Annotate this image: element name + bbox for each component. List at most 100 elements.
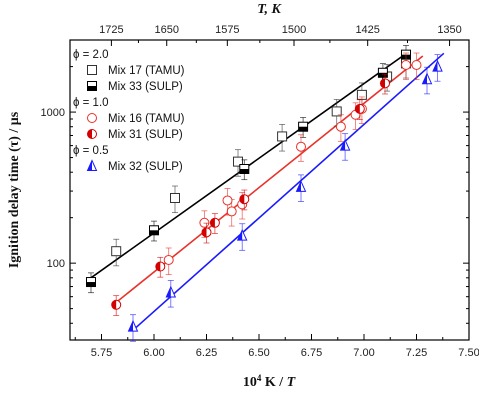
- marker-square-fill: [378, 72, 388, 78]
- data-point: [165, 280, 177, 308]
- marker-circle-fill: [87, 129, 92, 139]
- data-point: [339, 133, 351, 161]
- marker-circle-fill: [355, 104, 360, 114]
- series-mix-31-sulp: [111, 73, 390, 316]
- legend-entry: Mix 31 (SULP): [87, 129, 183, 141]
- plot-frame: [69, 39, 470, 341]
- marker-triangle-fill: [422, 73, 427, 84]
- data-point: [298, 117, 309, 138]
- marker-circle-fill: [239, 194, 245, 204]
- data-point: [411, 52, 422, 81]
- marker-circle-fill: [155, 262, 161, 272]
- data-point: [111, 295, 122, 316]
- data-point: [239, 159, 250, 181]
- data-point: [226, 199, 237, 227]
- data-point: [201, 222, 212, 244]
- data-point: [222, 188, 233, 216]
- data-point: [277, 124, 288, 152]
- data-point: [331, 99, 342, 127]
- marker-circle: [226, 206, 237, 217]
- marker-square-fill: [86, 282, 96, 287]
- marker-circle: [296, 141, 306, 152]
- data-point: [239, 189, 250, 211]
- axes-layer: 5.75 6.00 6.25 6.50 6.75 7.00 7.25 7.50 1725 1650…: [41, 24, 479, 359]
- marker-square: [331, 106, 342, 117]
- marker-circle-fill: [380, 78, 385, 88]
- data-point: [354, 99, 365, 120]
- y-tick-label: 1000: [41, 107, 65, 119]
- x-tick-label: 6.75: [301, 347, 322, 359]
- data-points-layer: [86, 45, 443, 342]
- top-tick-label: 1500: [282, 24, 306, 36]
- legend-entry: Mix 32 (SULP): [86, 159, 183, 173]
- data-point: [170, 185, 180, 214]
- y-axis-title: Ignition delay time (τ) / μs: [7, 111, 22, 268]
- marker-square: [277, 131, 288, 142]
- data-point: [377, 63, 388, 84]
- series-mix-16-tamu: [163, 52, 422, 275]
- data-point: [380, 73, 390, 95]
- data-point: [432, 54, 443, 82]
- legend-label: Mix 31 (SULP): [108, 129, 183, 141]
- marker-square: [87, 65, 97, 75]
- marker-triangle-fill: [166, 286, 171, 297]
- legend-group-header: ϕ = 1.0: [73, 97, 109, 109]
- marker-circle: [401, 59, 411, 70]
- x-tick-label: 7.25: [406, 347, 427, 359]
- data-point: [209, 213, 220, 234]
- data-point: [233, 149, 243, 177]
- data-point: [421, 66, 433, 95]
- top-tick-label: 1425: [355, 24, 379, 36]
- legend-group-header: ϕ = 2.0: [73, 49, 109, 61]
- top-tick-label: 1350: [437, 24, 461, 36]
- marker-circle: [411, 59, 422, 70]
- top-tick-label: 1575: [215, 24, 239, 36]
- data-point: [335, 114, 346, 142]
- data-point: [111, 238, 122, 267]
- data-point: [155, 256, 166, 278]
- series-mix-32-sulp: [127, 54, 443, 342]
- marker-square: [233, 156, 243, 167]
- marker-circle-fill: [202, 227, 207, 237]
- marker-circle: [87, 113, 97, 123]
- legend-label: Mix 32 (SULP): [108, 161, 183, 173]
- legend-label: Mix 33 (SULP): [108, 81, 183, 93]
- x-tick-label: 6.00: [143, 347, 164, 359]
- marker-square-fill: [149, 230, 159, 235]
- marker-circle-fill: [210, 218, 215, 228]
- marker-triangle-fill: [87, 160, 92, 171]
- data-point: [296, 134, 306, 162]
- marker-circle: [335, 121, 346, 132]
- marker-square-fill: [298, 126, 308, 132]
- marker-circle: [163, 254, 174, 265]
- fit-line: [90, 50, 411, 279]
- data-point: [86, 272, 96, 294]
- data-point: [295, 174, 307, 202]
- marker-triangle-fill: [128, 321, 133, 332]
- marker-square-fill: [239, 168, 249, 174]
- x-tick-label: 5.75: [91, 347, 112, 359]
- data-point: [163, 247, 174, 275]
- x-tick-label: 6.50: [248, 347, 269, 359]
- marker-circle: [222, 195, 233, 206]
- data-point: [127, 314, 139, 342]
- x-tick-label: 7.00: [353, 347, 374, 359]
- legend-entry: Mix 33 (SULP): [87, 81, 183, 93]
- marker-circle-fill: [111, 300, 117, 310]
- top-axis-title: T, K: [257, 2, 282, 17]
- legend-label: Mix 16 (TAMU): [108, 113, 185, 125]
- legend-entry: Mix 16 (TAMU): [87, 113, 185, 125]
- marker-square: [111, 246, 122, 257]
- legend-label: Mix 17 (TAMU): [108, 65, 185, 77]
- top-tick-label: 1725: [99, 24, 123, 36]
- fit-line: [132, 52, 445, 331]
- y-tick-label: 100: [47, 258, 65, 270]
- legend-group-header: ϕ = 0.5: [73, 145, 109, 157]
- marker-triangle-fill: [237, 230, 243, 241]
- legend: ϕ = 2.0 Mix 17 (TAMU) Mix 33 (SULP) ϕ = 1.0…: [73, 49, 185, 173]
- data-point: [236, 223, 248, 251]
- data-point: [149, 220, 159, 242]
- legend-entry: Mix 17 (TAMU): [87, 65, 185, 77]
